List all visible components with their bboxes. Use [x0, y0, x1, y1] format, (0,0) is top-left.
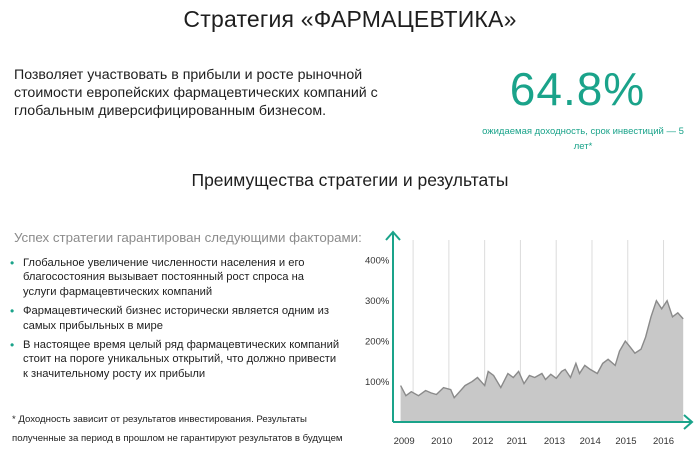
bullet-dot-icon: •: [10, 304, 15, 319]
section-title: Преимущества стратегии и результаты: [191, 170, 509, 190]
y-tick-label: 100%: [365, 377, 390, 388]
y-tick-label: 400%: [365, 256, 390, 267]
disclaimer-footnote: * Доходность зависит от результатов инве…: [12, 414, 343, 444]
list-item: • Глобальное увеличение численности насе…: [10, 256, 340, 299]
factor-text: Фармацевтический бизнес исторически явля…: [23, 305, 329, 332]
x-tick-label: 2013: [544, 436, 565, 447]
series-area: [400, 300, 684, 422]
list-item: • Фармацевтический бизнес исторически яв…: [10, 304, 340, 333]
y-tick-label: 300%: [365, 296, 390, 307]
series-line: [399, 299, 684, 399]
factors-list: • Глобальное увеличение численности насе…: [10, 256, 340, 386]
expected-return-caption: ожидаемая доходность, срок инвестиций — …: [482, 126, 684, 152]
y-axis-arrow-icon: [385, 230, 401, 241]
x-tick-label: 2011: [507, 436, 527, 447]
bullet-dot-icon: •: [10, 256, 15, 270]
factor-text: Глобальное увеличение численности населе…: [23, 257, 305, 298]
x-tick-label: 2009: [394, 436, 415, 447]
expected-return-value: 64.8%: [509, 63, 646, 115]
list-item: • В настоящее время целый ряд фармацевти…: [10, 338, 340, 381]
strategy-description: Позволяет участвовать в прибыли и росте …: [14, 67, 378, 119]
x-tick-label: 2010: [431, 436, 452, 447]
page-title: Стратегия «ФАРМАЦЕВТИКА»: [183, 6, 517, 32]
x-tick-label: 2016: [653, 436, 674, 447]
x-tick-label: 2012: [472, 436, 493, 447]
factor-text: В настоящее время целый ряд фармацевтиче…: [23, 339, 340, 380]
x-tick-label: 2015: [615, 436, 636, 447]
x-tick-label: 2014: [580, 436, 601, 447]
y-tick-label: 200%: [365, 337, 390, 348]
bullet-dot-icon: •: [10, 338, 15, 353]
factors-title: Успех стратегии гарантирован следующими …: [14, 230, 362, 245]
x-axis-arrow-icon: [683, 414, 694, 430]
